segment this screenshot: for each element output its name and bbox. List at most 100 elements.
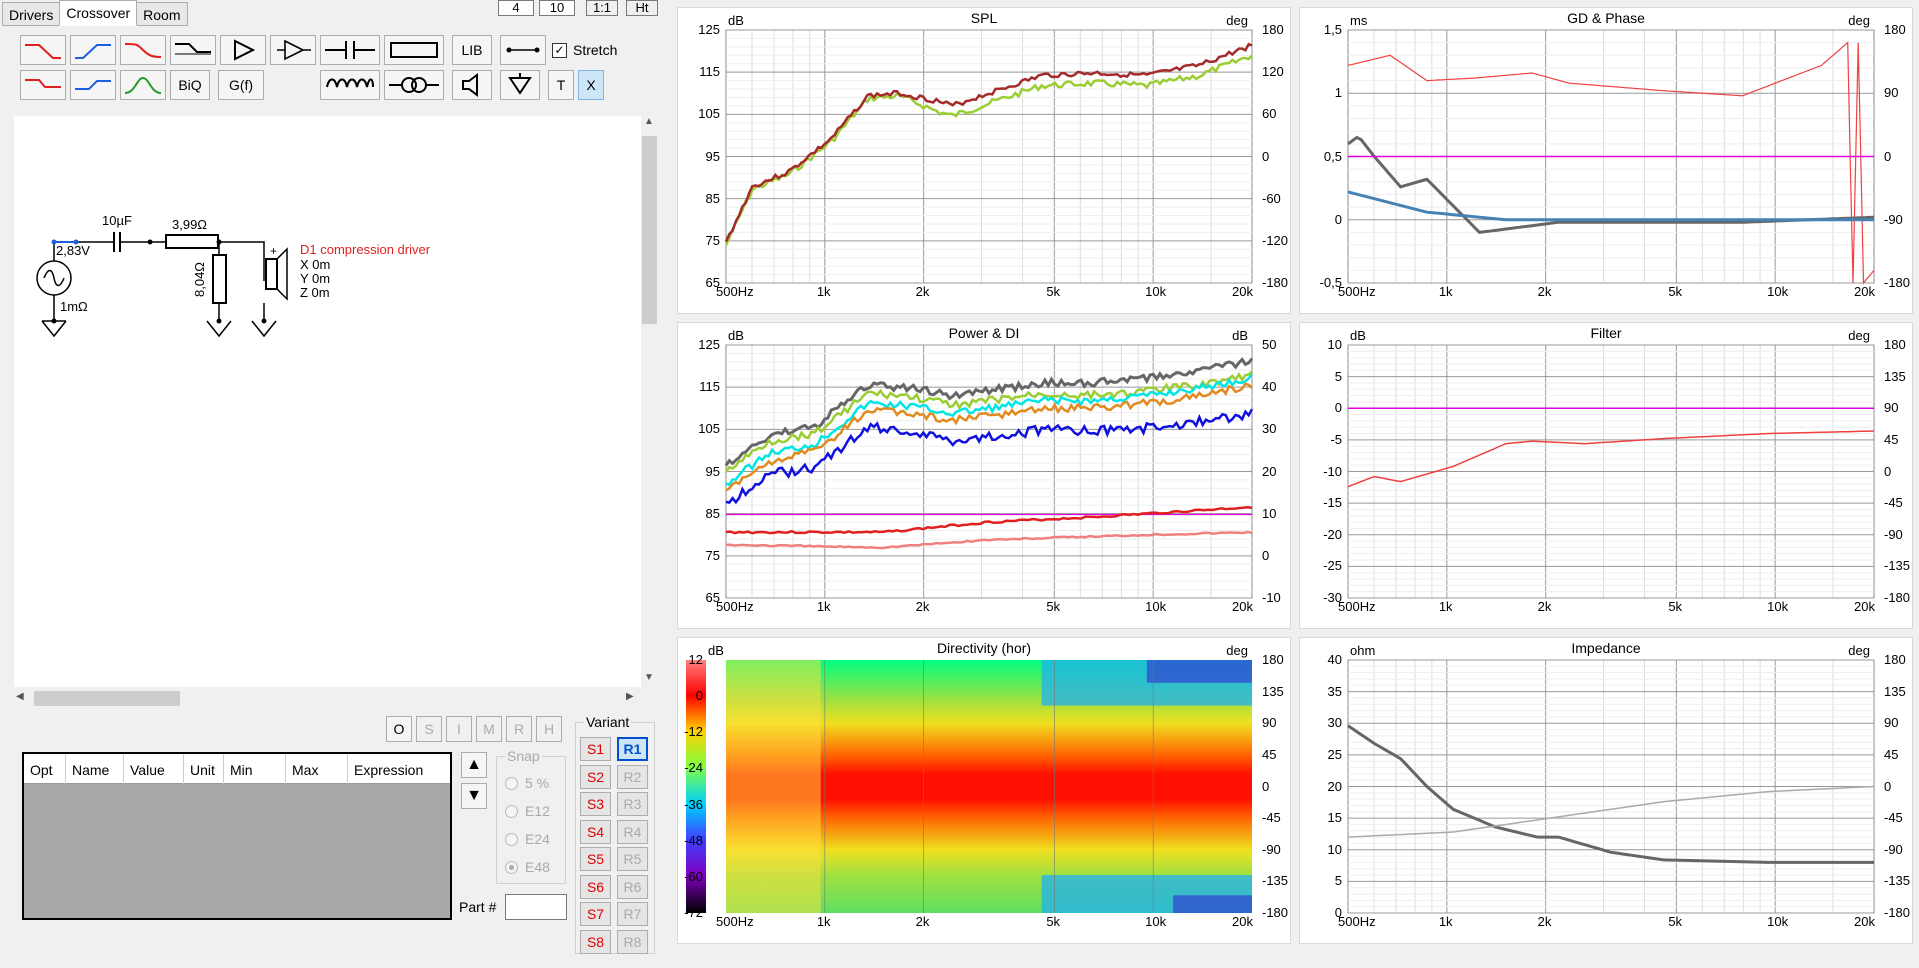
x-tick-label: 5k bbox=[1668, 284, 1683, 299]
opt-o-button[interactable]: O bbox=[386, 716, 412, 742]
spl-green-curve bbox=[724, 54, 1253, 246]
variant-s2-button[interactable]: S2 bbox=[580, 764, 611, 789]
resistor-button[interactable] bbox=[384, 35, 444, 65]
optimizer-table[interactable]: Opt Name Value Unit Min Max Expression bbox=[22, 752, 452, 920]
variant-s7-button[interactable]: S7 bbox=[580, 902, 611, 926]
opt-i-button[interactable]: I bbox=[446, 716, 472, 742]
schematic-horizontal-scrollbar[interactable]: ◀ ▶ bbox=[14, 690, 641, 707]
y2-tick-label: 0 bbox=[1262, 148, 1270, 164]
delete-tool-button[interactable]: X bbox=[578, 70, 604, 100]
variant-s6-button[interactable]: S6 bbox=[580, 874, 611, 899]
variant-label: Variant bbox=[584, 714, 632, 730]
snap-e12-radio[interactable]: E12 bbox=[505, 803, 550, 819]
variant-r5-button[interactable]: R5 bbox=[617, 847, 648, 871]
variant-s5-button[interactable]: S5 bbox=[580, 847, 611, 871]
snap-e48-radio[interactable]: E48 bbox=[505, 859, 550, 875]
spl-chart[interactable]: SPL dB deg 125 115 105 95 85 75 65 180 120 60 0 -60 -12… bbox=[677, 7, 1291, 314]
scroll-right-icon[interactable]: ▶ bbox=[626, 691, 634, 702]
y2-tick-label: 45 bbox=[1262, 746, 1277, 762]
horizontal-scroll-thumb[interactable] bbox=[34, 691, 180, 706]
y2-tick-label: 10 bbox=[1262, 505, 1277, 521]
y-tick-label: 75 bbox=[705, 547, 720, 563]
col-value[interactable]: Value bbox=[124, 754, 184, 784]
power-di-chart[interactable]: Power & DI dB dB 125 115 105 95 85 75 65 50 40 30 20 1… bbox=[677, 322, 1291, 629]
bandpass-button[interactable] bbox=[120, 70, 166, 100]
y2-tick-label: -180 bbox=[1884, 275, 1911, 290]
right-unit-label: deg bbox=[1226, 643, 1248, 658]
directivity-chart[interactable]: Directivity (hor) dB deg 12 0 -12 -24 -36 -48 -60… bbox=[677, 637, 1291, 944]
tab-room[interactable]: Room bbox=[136, 2, 188, 26]
inductor-button[interactable] bbox=[320, 70, 380, 100]
impedance-chart[interactable]: Impedance ohm deg 40 35 30 25 20 15 10 5 0 180 135 90 4… bbox=[1299, 637, 1913, 944]
ground-button[interactable] bbox=[500, 70, 540, 100]
y2-tick-label: -135 bbox=[1262, 873, 1289, 889]
opt-r-button[interactable]: R bbox=[506, 716, 532, 742]
variant-r1-button[interactable]: R1 bbox=[617, 737, 648, 761]
y2-tick-label: -90 bbox=[1884, 211, 1903, 227]
schematic-canvas[interactable]: 2,83V 1mΩ 10µF 3,99Ω 8,04Ω D1 compressio… bbox=[14, 116, 641, 687]
wire-button[interactable] bbox=[500, 35, 546, 65]
buffer-button[interactable] bbox=[270, 35, 316, 65]
variant-r4-button[interactable]: R4 bbox=[617, 819, 648, 844]
tab-crossover[interactable]: Crossover bbox=[59, 0, 138, 26]
variant-s3-button[interactable]: S3 bbox=[580, 792, 611, 816]
variant-r3-button[interactable]: R3 bbox=[617, 792, 648, 816]
opt-h-button[interactable]: H bbox=[536, 716, 562, 742]
col-expression[interactable]: Expression bbox=[354, 762, 424, 778]
lowpass-curve-button[interactable] bbox=[120, 35, 166, 65]
driver-name-label[interactable]: D1 compression driver bbox=[300, 242, 431, 257]
variant-s1-button[interactable]: S1 bbox=[580, 737, 611, 761]
variant-s8-button[interactable]: S8 bbox=[580, 929, 611, 954]
scroll-left-icon[interactable]: ◀ bbox=[16, 691, 24, 702]
scroll-up-icon[interactable]: ▲ bbox=[644, 116, 654, 127]
part-number-input[interactable] bbox=[505, 894, 567, 920]
highpass-2-button[interactable] bbox=[70, 70, 116, 100]
snap-5pct-radio[interactable]: 5 % bbox=[505, 775, 549, 791]
col-opt[interactable]: Opt bbox=[24, 754, 66, 784]
y-tick-label: 0 bbox=[1334, 905, 1342, 920]
vertical-scroll-thumb[interactable] bbox=[642, 136, 657, 324]
filter-chart[interactable]: Filter dB deg 10 5 0 -5 -10 -15 -20 -25 -30 180 135 90… bbox=[1299, 322, 1913, 629]
col-min[interactable]: Min bbox=[224, 754, 286, 784]
fit-button[interactable]: Ht bbox=[626, 0, 658, 16]
shelf-button[interactable] bbox=[170, 35, 216, 65]
tab-drivers[interactable]: Drivers bbox=[2, 2, 61, 26]
lowpass-curve-icon bbox=[124, 43, 162, 58]
lowpass-2-button[interactable] bbox=[20, 70, 66, 100]
zoom-button[interactable]: 1:1 bbox=[586, 0, 618, 16]
variant-r8-button[interactable]: R8 bbox=[617, 929, 648, 954]
move-up-button[interactable]: ▲ bbox=[461, 752, 487, 778]
move-down-button[interactable]: ▼ bbox=[461, 783, 487, 809]
amplifier-button[interactable] bbox=[220, 35, 266, 65]
opt-s-button[interactable]: S bbox=[416, 716, 442, 742]
highpass-button[interactable] bbox=[70, 35, 116, 65]
col-max[interactable]: Max bbox=[286, 754, 348, 784]
highpass-icon bbox=[75, 80, 111, 90]
variant-s4-button[interactable]: S4 bbox=[580, 819, 611, 844]
capacitor-button[interactable] bbox=[320, 35, 380, 65]
x-tick-label: 5k bbox=[1668, 599, 1683, 614]
snap-e24-radio[interactable]: E24 bbox=[505, 831, 550, 847]
library-button[interactable]: LIB bbox=[452, 35, 492, 65]
text-tool-button[interactable]: T bbox=[548, 70, 574, 100]
gd-phase-chart[interactable]: GD & Phase ms deg 1,5 1 0,5 0 -0,5 180 90 0 -90 -180… bbox=[1299, 7, 1913, 314]
variant-r7-button[interactable]: R7 bbox=[617, 902, 648, 926]
x-tick-label: 20k bbox=[1232, 914, 1253, 929]
lowpass-red-button[interactable] bbox=[20, 35, 66, 65]
biquad-button[interactable]: BiQ bbox=[170, 70, 210, 100]
transfer-function-button[interactable]: G(f) bbox=[218, 70, 264, 100]
y-tick-label: -0,5 bbox=[1319, 275, 1342, 290]
col-name[interactable]: Name bbox=[66, 754, 124, 784]
driver-button[interactable] bbox=[452, 70, 492, 100]
variant-r6-button[interactable]: R6 bbox=[617, 874, 648, 899]
stretch-checkbox[interactable]: ✓ Stretch bbox=[552, 42, 617, 58]
scroll-down-icon[interactable]: ▼ bbox=[644, 672, 654, 683]
variant-r2-button[interactable]: R2 bbox=[617, 764, 648, 789]
order-spinner[interactable]: 4 bbox=[498, 0, 534, 16]
grid-spinner[interactable]: 10 bbox=[539, 0, 575, 16]
schematic-vertical-scrollbar[interactable]: ▲ ▼ bbox=[641, 116, 658, 687]
transformer-button[interactable] bbox=[384, 70, 444, 100]
col-unit[interactable]: Unit bbox=[184, 754, 224, 784]
opt-m-button[interactable]: M bbox=[476, 716, 502, 742]
capacitor-value-label: 10µF bbox=[102, 213, 132, 228]
